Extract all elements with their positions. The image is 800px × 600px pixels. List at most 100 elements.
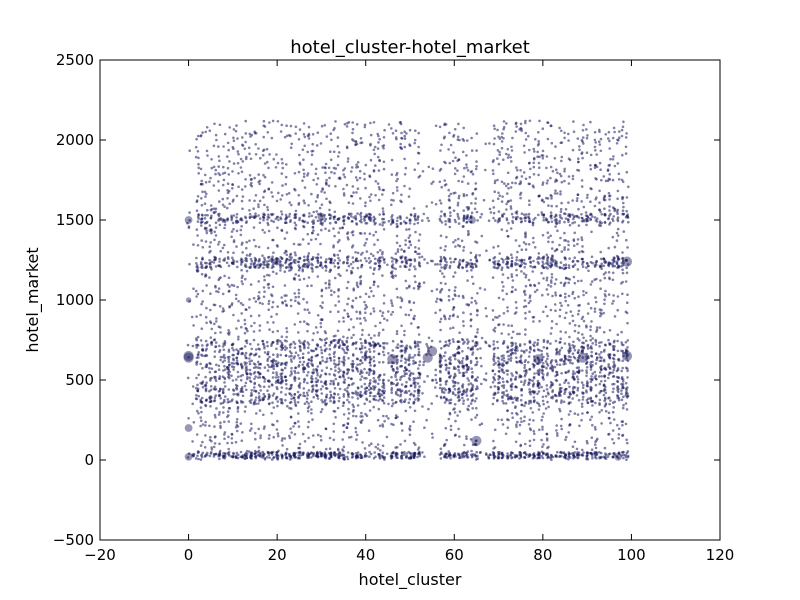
- scatter-point: [356, 386, 360, 389]
- scatter-point: [522, 261, 526, 265]
- scatter-point: [531, 411, 535, 414]
- scatter-point: [336, 363, 340, 367]
- scatter-point: [491, 381, 495, 384]
- scatter-point: [244, 405, 247, 409]
- scatter-point: [395, 378, 399, 382]
- scatter-point: [505, 394, 509, 398]
- scatter-point: [305, 453, 309, 456]
- scatter-point: [284, 393, 288, 396]
- scatter-point: [518, 264, 522, 268]
- scatter-point: [272, 157, 276, 161]
- scatter-point: [493, 428, 497, 432]
- scatter-point: [387, 123, 391, 126]
- scatter-point: [214, 331, 217, 335]
- scatter-point: [201, 385, 205, 389]
- scatter-point: [302, 368, 305, 371]
- scatter-point: [351, 202, 355, 205]
- scatter-point: [351, 185, 355, 188]
- scatter-point: [288, 355, 291, 358]
- scatter-point: [284, 261, 287, 265]
- scatter-point: [249, 451, 253, 455]
- scatter-point: [369, 142, 372, 146]
- scatter-point: [293, 379, 297, 383]
- scatter-point: [214, 265, 218, 268]
- scatter-point: [469, 170, 473, 174]
- scatter-point: [439, 215, 443, 218]
- scatter-point: [332, 128, 335, 132]
- scatter-point: [360, 454, 363, 458]
- scatter-point: [262, 385, 266, 389]
- scatter-point: [461, 180, 464, 183]
- scatter-point: [500, 363, 504, 367]
- scatter-point: [253, 176, 256, 180]
- scatter-point: [257, 266, 260, 270]
- scatter-point: [447, 357, 451, 361]
- scatter-point: [302, 168, 305, 172]
- scatter-point: [414, 250, 417, 254]
- scatter-point: [214, 284, 217, 288]
- scatter-point: [325, 258, 328, 261]
- scatter-point: [248, 353, 252, 357]
- scatter-point: [302, 175, 306, 178]
- scatter-point: [219, 426, 222, 430]
- scatter-point: [503, 359, 506, 363]
- scatter-point: [222, 406, 225, 409]
- scatter-point: [528, 310, 531, 314]
- scatter-point: [325, 387, 329, 390]
- scatter-point: [425, 418, 428, 422]
- scatter-point: [418, 363, 421, 367]
- scatter-point: [316, 253, 320, 256]
- scatter-point: [272, 392, 276, 395]
- scatter-point: [381, 207, 385, 210]
- scatter-point: [210, 327, 214, 331]
- scatter-point: [394, 392, 398, 396]
- scatter-point: [213, 385, 217, 389]
- scatter-point: [408, 433, 412, 437]
- scatter-point: [352, 405, 356, 409]
- scatter-point: [395, 452, 399, 455]
- scatter-point: [412, 455, 415, 458]
- scatter-point: [493, 385, 497, 388]
- scatter-point: [516, 250, 519, 254]
- scatter-point: [240, 261, 243, 264]
- scatter-point: [342, 430, 346, 434]
- scatter-point: [209, 385, 213, 388]
- scatter-point: [254, 348, 258, 351]
- scatter-point: [243, 410, 247, 413]
- scatter-point: [501, 377, 505, 380]
- scatter-point: [381, 451, 385, 455]
- scatter-point: [374, 194, 377, 197]
- scatter-point: [514, 440, 518, 444]
- scatter-point: [267, 299, 271, 303]
- scatter-point: [191, 344, 195, 348]
- scatter-point: [280, 400, 284, 403]
- scatter-point: [471, 191, 475, 195]
- scatter-point: [381, 311, 385, 315]
- scatter-point: [208, 258, 211, 262]
- scatter-point: [365, 454, 369, 458]
- scatter-point: [427, 165, 431, 169]
- scatter-point: [462, 390, 465, 393]
- scatter-point: [414, 398, 417, 401]
- scatter-point: [328, 217, 332, 220]
- scatter-point: [396, 346, 400, 350]
- scatter-point: [297, 454, 301, 457]
- scatter-point: [316, 177, 320, 180]
- scatter-point: [501, 260, 505, 264]
- scatter-point: [195, 397, 199, 401]
- scatter-point: [418, 385, 421, 388]
- scatter-point: [294, 351, 298, 355]
- scatter-point: [270, 458, 274, 461]
- scatter-point: [227, 447, 230, 451]
- scatter-point: [297, 201, 301, 205]
- scatter-point: [346, 457, 350, 461]
- scatter-point: [463, 443, 466, 447]
- scatter-point: [501, 395, 504, 398]
- scatter-point: [303, 186, 307, 189]
- scatter-point: [368, 381, 372, 385]
- scatter-point: [263, 260, 266, 264]
- scatter-point: [358, 231, 362, 235]
- scatter-point: [524, 369, 528, 372]
- scatter-point: [350, 166, 354, 169]
- scatter-point: [351, 266, 355, 270]
